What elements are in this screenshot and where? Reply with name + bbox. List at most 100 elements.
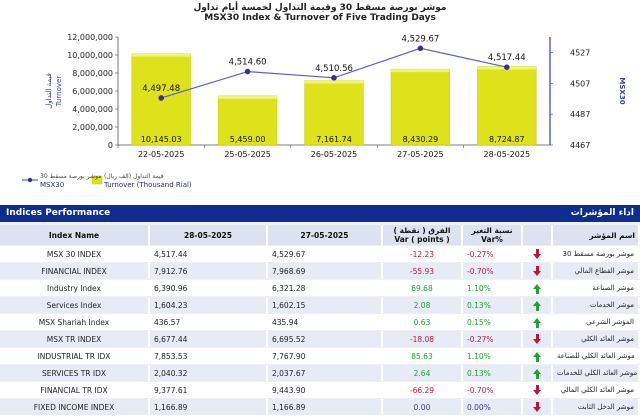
left-tick-label: 6,000,000	[72, 87, 113, 96]
var-points: -18.08	[383, 331, 463, 347]
turnover-bar	[477, 66, 537, 146]
msx30-point	[504, 64, 510, 70]
col-header-date-2: 27-05-2025	[268, 225, 383, 245]
turnover-bar-label: 7,161.74	[316, 135, 352, 144]
arrow-up-icon	[533, 300, 541, 311]
right-axis-title: MSX30	[618, 77, 626, 104]
arrow-up-icon	[533, 317, 541, 328]
index-name: MSX Shariah Index	[0, 314, 150, 330]
table-row: SERVICES TR IDX 2,040.32 2,037.67 2.64 0.13%…	[0, 365, 640, 381]
var-percent: 0.13%	[463, 297, 523, 313]
value-date-1: 7,853.53	[150, 348, 268, 364]
turnover-bar-label: 8,430.29	[403, 135, 439, 144]
value-date-1: 1,604.23	[150, 297, 268, 313]
table-row: MSX Shariah Index 436.57 435.94 0.63 0.15% ال…	[0, 314, 640, 330]
turnover-bar-top	[131, 53, 191, 57]
index-name-arabic: المؤشر الشرعي	[553, 314, 640, 330]
turnover-bar-top	[304, 80, 364, 84]
direction-cell	[523, 297, 553, 313]
turnover-bar	[217, 95, 278, 146]
arrow-up-icon	[533, 368, 541, 379]
var-percent: 1.10%	[463, 280, 523, 296]
index-name-arabic: موشر العائد الكلي	[553, 331, 640, 347]
left-tick-label: 0	[108, 141, 113, 150]
var-percent: 0.00%	[463, 399, 523, 415]
right-tick-label: 4487	[570, 110, 590, 119]
table-row: MSX TR INDEX 6,677.44 6,695.52 -18.08 -0.27%…	[0, 331, 640, 347]
value-date-2: 1,166.89	[268, 399, 383, 415]
value-date-1: 2,040.32	[150, 365, 268, 381]
left-tick-label: 8,000,000	[72, 69, 113, 78]
msx30-point	[417, 45, 424, 52]
col-header-pct-english: Var%	[481, 235, 503, 244]
x-tick-label: 26-05-2025	[311, 150, 358, 159]
direction-cell	[523, 382, 553, 398]
var-points: 2.08	[383, 297, 463, 313]
msx30-point-label: 4,514.60	[229, 58, 267, 68]
value-date-2: 7,968.69	[268, 263, 383, 279]
col-header-index-name: Index Name	[0, 225, 150, 245]
turnover-bar-top	[218, 95, 277, 99]
legend-turnover-label-arabic: قيمة التداول (الف ريال)	[104, 173, 164, 180]
value-date-2: 9,443.90	[268, 382, 383, 398]
direction-cell	[523, 348, 553, 364]
x-tick-label: 28-05-2025	[484, 150, 531, 159]
msx30-point	[158, 95, 164, 101]
arrow-down-icon	[533, 265, 541, 276]
var-points: -55.93	[383, 263, 463, 279]
msx30-point	[331, 74, 337, 81]
value-date-2: 1,602.15	[268, 297, 383, 313]
index-name-arabic: موشر القطاع المالي	[553, 263, 640, 279]
var-points: 2.64	[383, 365, 463, 381]
table-body: MSX 30 INDEX 4,517.44 4,529.67 -12.23 -0.27%…	[0, 246, 640, 415]
chart-svg: 0 2,000,000 4,000,000 6,000,000 8,000,000 10,…	[22, 33, 626, 185]
index-name: FINANCIAL INDEX	[0, 263, 150, 279]
turnover-bar-top	[391, 69, 450, 73]
var-percent: 0.15%	[463, 314, 523, 330]
msx30-point-label: 4,497.48	[142, 84, 180, 94]
table-row: FINANCIAL INDEX 7,912.76 7,968.69 -55.93 -0.…	[0, 263, 640, 279]
arrow-down-icon	[533, 401, 541, 412]
direction-cell	[523, 365, 553, 381]
left-tick-label: 10,000,000	[67, 51, 113, 60]
left-tick-label: 2,000,000	[72, 123, 113, 132]
var-points: 0.63	[383, 314, 463, 330]
chart-title-arabic: موشر بورصة مسقط 30 وقيمة التداول لخمسة أ…	[193, 3, 447, 13]
value-date-1: 4,517.44	[150, 246, 268, 262]
index-name-arabic: موشر العائد الكلي للصناعة	[553, 348, 640, 364]
value-date-2: 6,321.28	[268, 280, 383, 296]
legend-msx30-label-arabic: موشر بورصة مسقط 30	[40, 173, 102, 180]
col-header-direction	[523, 225, 553, 245]
value-date-2: 4,529.67	[268, 246, 383, 262]
indices-performance-panel: Indices Performance اداء المؤشرات Index …	[0, 205, 640, 415]
value-date-1: 7,912.76	[150, 263, 268, 279]
left-axis-title-arabic: قيمة التداول	[45, 73, 53, 109]
legend-msx30-label: MSX30	[40, 181, 65, 189]
legend-turnover-swatch	[91, 175, 103, 185]
legend-msx30-swatch-point	[27, 177, 33, 183]
msx30-point-label: 4,510.56	[315, 64, 353, 74]
value-date-1: 436.57	[150, 314, 268, 330]
x-tick-label: 25-05-2025	[224, 150, 271, 159]
x-tick-label: 22-05-2025	[138, 150, 185, 159]
var-percent: -0.27%	[463, 246, 523, 262]
index-name: MSX 30 INDEX	[0, 246, 150, 262]
index-name-arabic: موشر الخدمات	[553, 297, 640, 313]
var-points: 0.00	[383, 399, 463, 415]
indices-performance-title: Indices Performance	[6, 208, 111, 218]
value-date-2: 6,695.52	[268, 331, 383, 347]
value-date-2: 435.94	[268, 314, 383, 330]
value-date-1: 6,390.96	[150, 280, 268, 296]
col-header-pct-arabic: نسبة التغير	[471, 226, 513, 235]
right-tick-label: 4467	[570, 141, 590, 150]
index-name-arabic: موشر بورصة مسقط 30	[553, 246, 640, 262]
value-date-2: 7,767.90	[268, 348, 383, 364]
index-name-arabic: موشر الدخل الثابت	[553, 399, 640, 415]
value-date-2: 2,037.67	[268, 365, 383, 381]
index-name: FINANCIAL TR IDX	[0, 382, 150, 398]
table-row: MSX 30 INDEX 4,517.44 4,529.67 -12.23 -0.27%…	[0, 246, 640, 262]
var-points: -66.29	[383, 382, 463, 398]
arrow-down-icon	[533, 384, 541, 395]
indices-performance-header: Indices Performance اداء المؤشرات	[0, 205, 640, 222]
value-date-1: 9,377.61	[150, 382, 268, 398]
